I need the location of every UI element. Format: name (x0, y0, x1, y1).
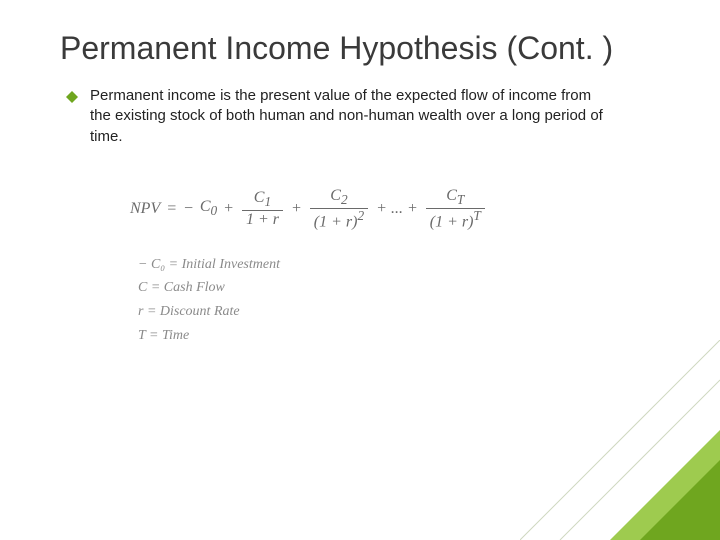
bullet-text: Permanent income is the present value of… (90, 86, 610, 147)
def-line: r = Discount Rate (138, 300, 660, 324)
def-line: C = Cash Flow (138, 276, 660, 300)
formula-term-2: C2 (1 + r)2 (310, 187, 368, 231)
formula-eq: = (166, 200, 177, 218)
def-line: T = Time (138, 324, 660, 348)
formula-neg: − (183, 200, 194, 218)
formula-plus: + (291, 200, 302, 218)
formula-term-T: CT (1 + r)T (426, 187, 485, 231)
bullet-item: Permanent income is the present value of… (66, 86, 660, 147)
diamond-bullet-icon (66, 90, 78, 108)
corner-decoration (520, 340, 720, 540)
def-line: − C₀ = Initial Investment (138, 253, 660, 277)
formula-c0: C0 (200, 198, 217, 219)
slide: Permanent Income Hypothesis (Cont. ) Per… (0, 0, 720, 540)
slide-title: Permanent Income Hypothesis (Cont. ) (60, 28, 660, 68)
formula-lhs: NPV (130, 200, 160, 218)
npv-formula: NPV = − C0 + C1 1 + r + C2 (1 + r)2 + ..… (130, 187, 660, 231)
formula-term-1: C1 1 + r (242, 189, 283, 228)
formula-ellipsis: + ... + (376, 200, 418, 218)
definitions: − C₀ = Initial Investment C = Cash Flow … (138, 253, 660, 348)
formula-plus: + (223, 200, 234, 218)
